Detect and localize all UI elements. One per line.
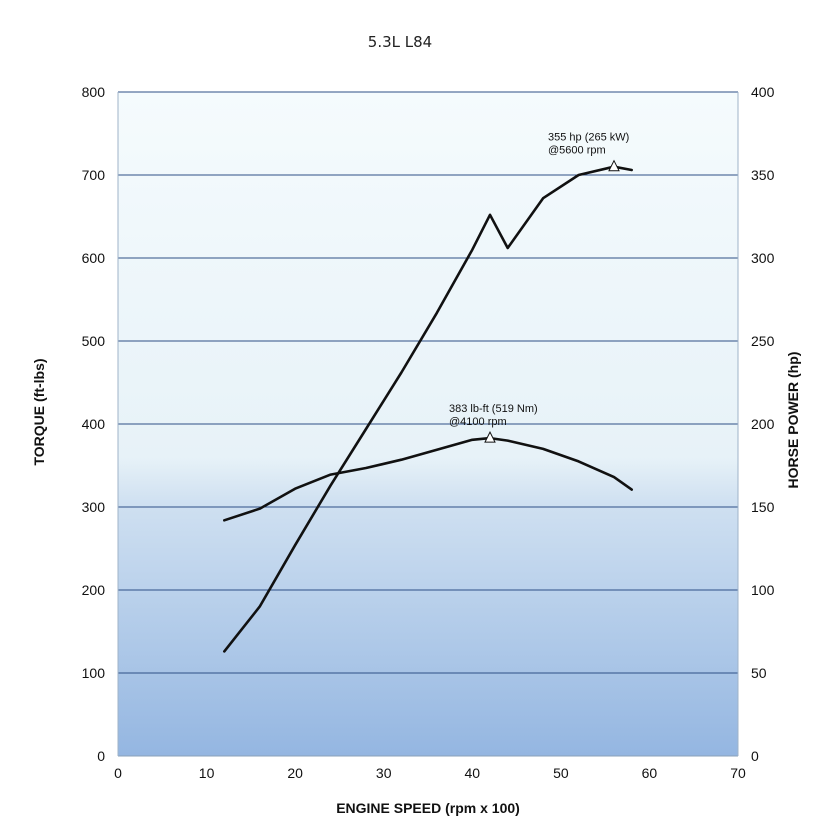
torque-peak-marker <box>484 430 496 443</box>
grid-layer <box>118 91 738 757</box>
torque-peak-label-line1: 383 lb-ft (519 Nm) <box>449 403 538 415</box>
y-tick-label-0: 0 <box>97 748 105 764</box>
x-tick-label-20: 20 <box>287 765 303 781</box>
y-tick-label-600: 600 <box>82 250 106 266</box>
x-tick-label-30: 30 <box>376 765 392 781</box>
y-tick-label-100: 100 <box>82 665 106 681</box>
annotation-layer: 355 hp (265 kW)@5600 rpm 383 lb-ft (519 N… <box>449 132 629 443</box>
hp-peak-marker <box>608 159 620 172</box>
x-tick-label-10: 10 <box>199 765 215 781</box>
torque-peak-label-line2: @4100 rpm <box>449 416 507 428</box>
y2-tick-label-350: 350 <box>751 167 775 183</box>
y2-tick-label-50: 50 <box>751 665 767 681</box>
y-tick-label-500: 500 <box>82 333 106 349</box>
hp-peak-label-line2: @5600 rpm <box>548 145 606 157</box>
horsepower-line <box>223 165 634 653</box>
torque-line <box>223 436 634 522</box>
series-layer <box>223 165 634 653</box>
x-tick-label-50: 50 <box>553 765 569 781</box>
y-axis-label-left: TORQUE (ft-lbs) <box>31 358 47 465</box>
y-tick-label-700: 700 <box>82 167 106 183</box>
y2-tick-label-150: 150 <box>751 499 775 515</box>
x-tick-label-0: 0 <box>114 765 122 781</box>
y2-tick-label-200: 200 <box>751 416 775 432</box>
y-tick-label-400: 400 <box>82 416 106 432</box>
hp-peak-label-line1: 355 hp (265 kW) <box>548 132 629 144</box>
y2-tick-label-250: 250 <box>751 333 775 349</box>
x-tick-label-60: 60 <box>642 765 658 781</box>
x-tick-label-70: 70 <box>730 765 746 781</box>
x-axis-label: ENGINE SPEED (rpm x 100) <box>336 800 520 816</box>
y2-tick-label-300: 300 <box>751 250 775 266</box>
y-axis-label-right: HORSE POWER (hp) <box>785 352 801 489</box>
x-tick-label-40: 40 <box>464 765 480 781</box>
y-tick-label-800: 800 <box>82 84 106 100</box>
y2-tick-label-100: 100 <box>751 582 775 598</box>
y2-tick-label-0: 0 <box>751 748 759 764</box>
y2-tick-label-400: 400 <box>751 84 775 100</box>
y-tick-label-200: 200 <box>82 582 106 598</box>
chart-title: 5.3L L84 <box>368 33 432 51</box>
ticks-layer: 0100200300400500600700800050100150200250… <box>82 84 775 781</box>
y-tick-label-300: 300 <box>82 499 106 515</box>
